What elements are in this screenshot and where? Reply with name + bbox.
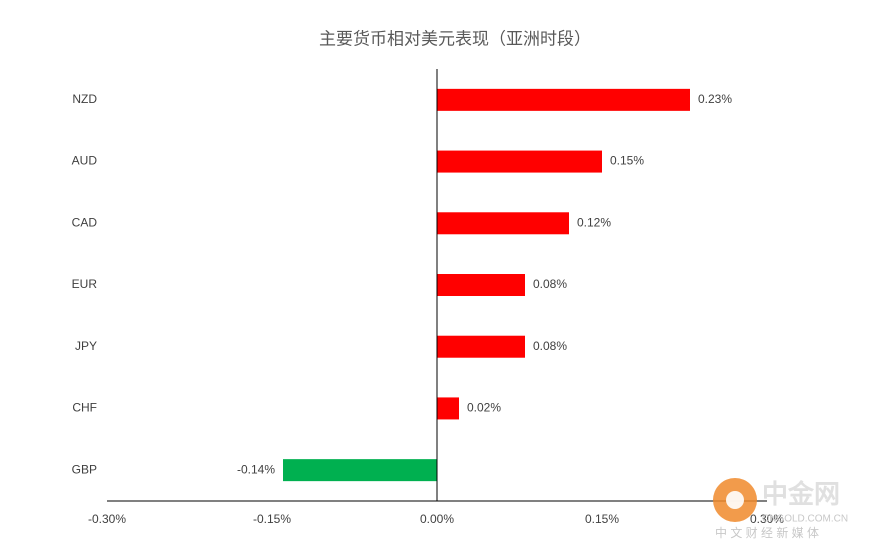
y-tick-label: EUR	[72, 277, 98, 291]
x-tick-label: 0.30%	[750, 512, 784, 526]
x-tick-label: -0.30%	[88, 512, 126, 526]
watermark-name: 中金网	[762, 479, 840, 509]
bar	[437, 274, 525, 296]
logo-inner	[726, 491, 744, 509]
bar	[437, 150, 602, 173]
value-label: 0.23%	[698, 92, 732, 106]
bar	[437, 212, 569, 235]
value-label: -0.14%	[237, 462, 275, 476]
bar	[437, 88, 690, 111]
x-tick-label: 0.15%	[585, 512, 619, 526]
y-tick-label: GBP	[72, 462, 97, 476]
bar	[437, 335, 525, 358]
bar	[283, 459, 437, 482]
value-label: 0.08%	[533, 339, 567, 353]
y-tick-label: NZD	[72, 92, 97, 106]
value-label: 0.02%	[467, 401, 501, 415]
chart-title: 主要货币相对美元表现（亚洲时段）	[319, 29, 591, 48]
x-tick-label: 0.00%	[420, 512, 454, 526]
y-tick-label: CHF	[72, 401, 97, 415]
bar	[437, 397, 459, 420]
x-tick-label: -0.15%	[253, 512, 291, 526]
y-tick-label: AUD	[72, 154, 98, 168]
watermark-url: CNGOLD.COM.CN	[762, 514, 848, 525]
value-label: 0.15%	[610, 154, 644, 168]
watermark-slogan: 中 文 财 经 新 媒 体	[715, 525, 819, 540]
y-tick-label: JPY	[75, 339, 97, 353]
value-label: 0.12%	[577, 215, 611, 229]
value-label: 0.08%	[533, 277, 567, 291]
y-tick-label: CAD	[72, 215, 98, 229]
